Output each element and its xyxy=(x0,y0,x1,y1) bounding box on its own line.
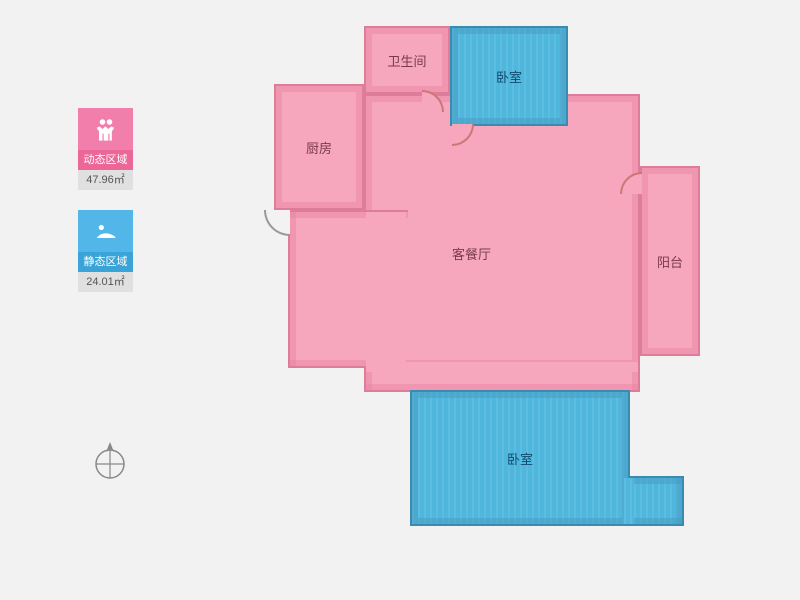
legend-static-label: 静态区域 xyxy=(78,252,133,272)
room-kitchen-label: 厨房 xyxy=(306,138,332,157)
room-balcony: 阳台 xyxy=(640,166,700,356)
room-bathroom: 卫生间 xyxy=(364,26,450,94)
room-living-label: 客餐厅 xyxy=(452,244,491,263)
room-bedroom-top: 卧室 xyxy=(450,26,568,126)
people-icon xyxy=(78,108,133,150)
seam-cover-2 xyxy=(366,362,638,372)
compass-icon xyxy=(92,438,128,487)
legend-dynamic-label: 动态区域 xyxy=(78,150,133,170)
room-bedroom-top-label: 卧室 xyxy=(496,67,522,86)
legend-static-value: 24.01㎡ xyxy=(78,272,133,292)
room-kitchen: 厨房 xyxy=(274,84,364,210)
seam-cover-3 xyxy=(624,478,634,524)
rest-icon xyxy=(78,210,133,252)
room-bedroom-bot-notch xyxy=(628,476,684,526)
room-bathroom-label: 卫生间 xyxy=(387,51,426,70)
room-balcony-label: 阳台 xyxy=(657,252,683,271)
room-bedroom-bot-label: 卧室 xyxy=(507,449,533,468)
seam-cover xyxy=(366,212,406,366)
legend-dynamic-value: 47.96㎡ xyxy=(78,170,133,190)
legend: 动态区域 47.96㎡ 静态区域 24.01㎡ xyxy=(78,108,138,312)
legend-static: 静态区域 24.01㎡ xyxy=(78,210,133,292)
door-arc-entry xyxy=(264,210,290,236)
floorplan: 客餐厅 厨房 卫生间 卧室 阳台 卧室 xyxy=(252,26,702,556)
room-bedroom-bot: 卧室 xyxy=(410,390,630,526)
legend-dynamic: 动态区域 47.96㎡ xyxy=(78,108,133,190)
